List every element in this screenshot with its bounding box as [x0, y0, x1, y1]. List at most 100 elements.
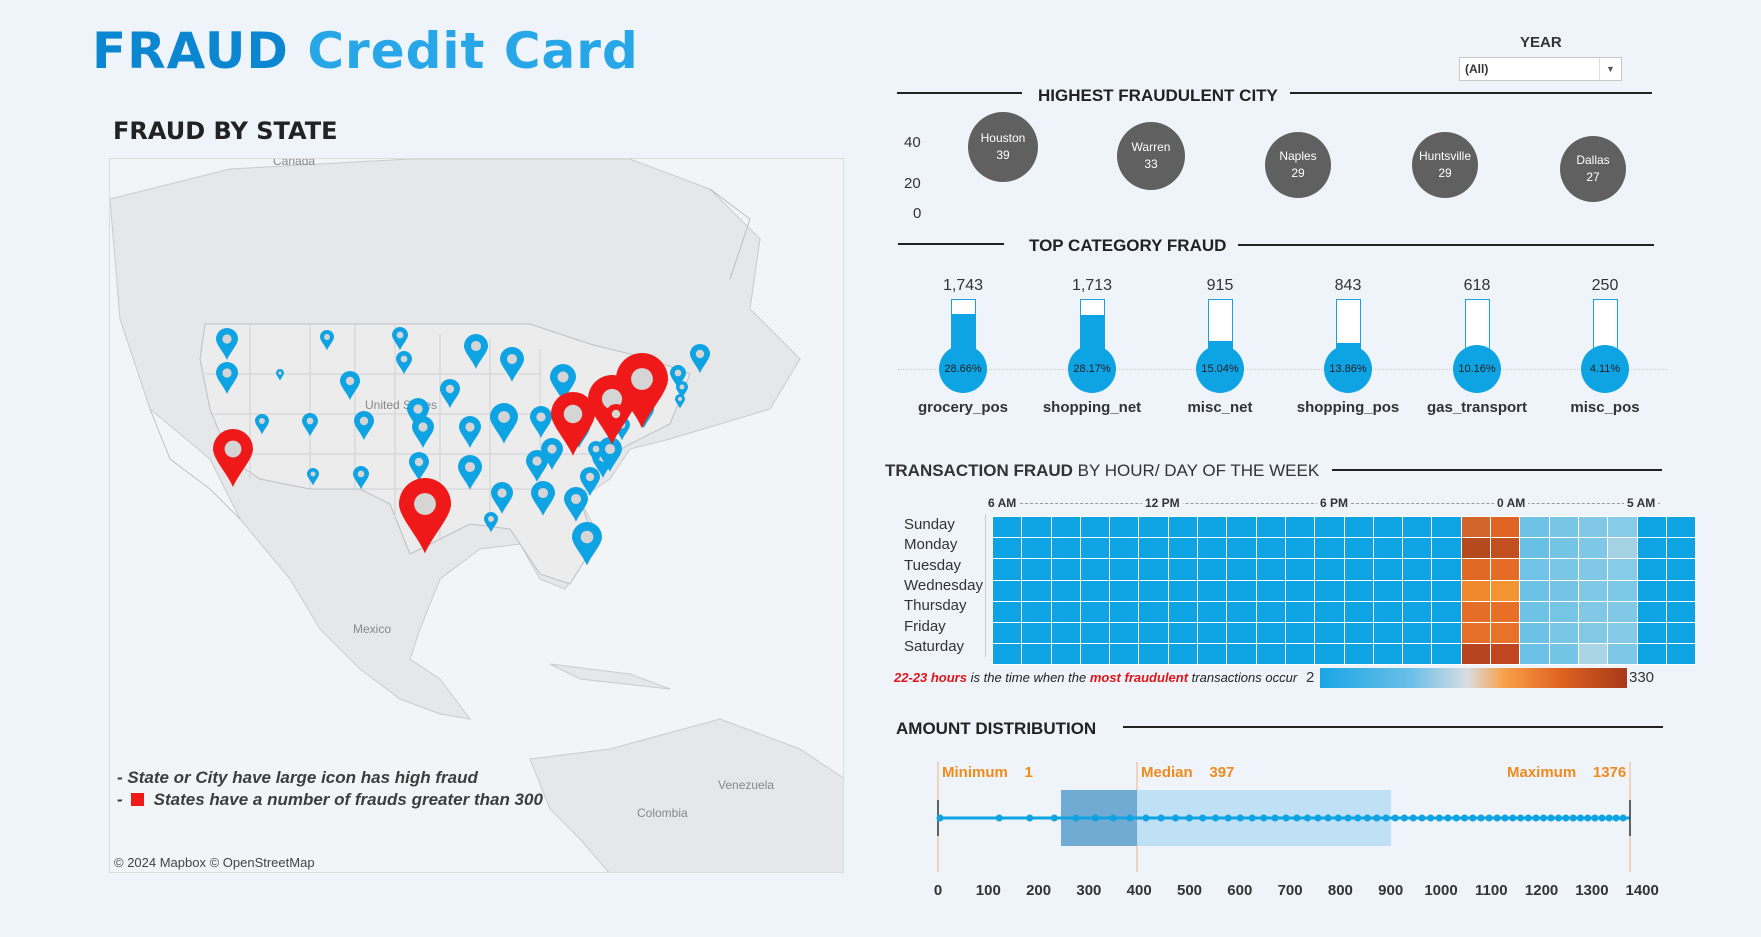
heatmap-cell[interactable]	[1637, 601, 1666, 622]
heatmap-cell[interactable]	[1403, 517, 1432, 538]
heatmap-cell[interactable]	[993, 517, 1022, 538]
fraud-marker-icon[interactable]	[690, 344, 710, 373]
heatmap-cell[interactable]	[1227, 538, 1256, 559]
heatmap-cell[interactable]	[1285, 622, 1315, 644]
heatmap-cell[interactable]	[1491, 580, 1520, 601]
heatmap-cell[interactable]	[1139, 622, 1168, 644]
heatmap-cell[interactable]	[993, 644, 1022, 665]
heatmap-cell[interactable]	[1578, 538, 1608, 559]
fraud-marker-icon[interactable]	[598, 437, 622, 472]
city-bubble[interactable]: Warren 33	[1117, 122, 1185, 190]
fraud-marker-icon[interactable]	[588, 441, 604, 465]
heatmap-cell[interactable]	[1256, 580, 1285, 601]
heatmap-cell[interactable]	[1491, 622, 1520, 644]
heatmap-cell[interactable]	[1344, 601, 1373, 622]
heatmap-cell[interactable]	[1315, 601, 1344, 622]
heatmap-cell[interactable]	[1403, 601, 1432, 622]
high-fraud-marker-icon[interactable]	[551, 392, 595, 456]
heatmap-cell[interactable]	[1403, 644, 1432, 665]
heatmap-cell[interactable]	[1344, 580, 1373, 601]
heatmap-cell[interactable]	[1461, 517, 1491, 538]
chevron-down-icon[interactable]: ▼	[1599, 58, 1621, 80]
fraud-marker-icon[interactable]	[564, 487, 588, 522]
heatmap-cell[interactable]	[1315, 559, 1344, 580]
heatmap-cell[interactable]	[1549, 622, 1578, 644]
fraud-map[interactable]: Canada United States Mexico Venezuela Co…	[109, 158, 844, 873]
fraud-marker-icon[interactable]	[255, 414, 269, 435]
heatmap-cell[interactable]	[1227, 559, 1256, 580]
heatmap-cell[interactable]	[1168, 644, 1198, 665]
heatmap-cell[interactable]	[1080, 538, 1110, 559]
heatmap-cell[interactable]	[1432, 644, 1461, 665]
heatmap-cell[interactable]	[1227, 622, 1256, 644]
heatmap-cell[interactable]	[1520, 644, 1549, 665]
heatmap-cell[interactable]	[1637, 517, 1666, 538]
heatmap-cell[interactable]	[1578, 580, 1608, 601]
fraud-marker-icon[interactable]	[531, 481, 555, 516]
heatmap-cell[interactable]	[1432, 601, 1461, 622]
heatmap-cell[interactable]	[1256, 517, 1285, 538]
fraud-marker-icon[interactable]	[354, 411, 374, 440]
heatmap-cell[interactable]	[1198, 538, 1227, 559]
heatmap-cell[interactable]	[1256, 622, 1285, 644]
year-filter-dropdown[interactable]: (All) ▼	[1459, 57, 1622, 81]
fraud-marker-icon[interactable]	[464, 334, 488, 369]
heatmap-cell[interactable]	[1022, 622, 1051, 644]
heatmap-cell[interactable]	[1168, 601, 1198, 622]
heatmap-cell[interactable]	[1227, 601, 1256, 622]
city-bubble[interactable]: Houston 39	[968, 112, 1038, 182]
fraud-marker-icon[interactable]	[392, 327, 408, 351]
fraud-marker-icon[interactable]	[580, 467, 600, 496]
heatmap-cell[interactable]	[1022, 559, 1051, 580]
heatmap-cell[interactable]	[1168, 622, 1198, 644]
heatmap-cell[interactable]	[1285, 601, 1315, 622]
heatmap-cell[interactable]	[1608, 601, 1637, 622]
high-fraud-marker-icon[interactable]	[616, 353, 668, 429]
heatmap-cell[interactable]	[1285, 580, 1315, 601]
heatmap-cell[interactable]	[1520, 559, 1549, 580]
fraud-marker-icon[interactable]	[572, 522, 602, 566]
heatmap-cell[interactable]	[1461, 559, 1491, 580]
heatmap-grid[interactable]	[992, 516, 1697, 666]
heatmap-cell[interactable]	[1168, 559, 1198, 580]
heatmap-cell[interactable]	[1344, 538, 1373, 559]
heatmap-cell[interactable]	[1666, 538, 1696, 559]
heatmap-cell[interactable]	[1666, 559, 1696, 580]
heatmap-cell[interactable]	[1637, 559, 1666, 580]
heatmap-cell[interactable]	[1168, 517, 1198, 538]
heatmap-cell[interactable]	[1344, 622, 1373, 644]
thermometer-bulb[interactable]: 10.16%	[1453, 345, 1501, 393]
heatmap-cell[interactable]	[1022, 538, 1051, 559]
heatmap-cell[interactable]	[1373, 580, 1403, 601]
heatmap-cell[interactable]	[993, 601, 1022, 622]
fraud-marker-icon[interactable]	[412, 416, 434, 448]
heatmap-cell[interactable]	[1315, 622, 1344, 644]
heatmap-cell[interactable]	[1080, 601, 1110, 622]
high-fraud-marker-icon[interactable]	[213, 429, 253, 487]
heatmap-cell[interactable]	[1315, 580, 1344, 601]
heatmap-cell[interactable]	[1578, 622, 1608, 644]
heatmap-cell[interactable]	[1637, 644, 1666, 665]
heatmap-cell[interactable]	[1403, 538, 1432, 559]
heatmap-cell[interactable]	[1139, 517, 1168, 538]
heatmap-cell[interactable]	[1578, 601, 1608, 622]
heatmap-cell[interactable]	[1578, 644, 1608, 665]
heatmap-cell[interactable]	[993, 622, 1022, 644]
fraud-marker-icon[interactable]	[490, 403, 518, 444]
fraud-marker-icon[interactable]	[276, 369, 284, 381]
heatmap-cell[interactable]	[1461, 601, 1491, 622]
heatmap-cell[interactable]	[1461, 580, 1491, 601]
heatmap-cell[interactable]	[1608, 517, 1637, 538]
heatmap-cell[interactable]	[1637, 622, 1666, 644]
fraud-marker-icon[interactable]	[670, 365, 686, 389]
heatmap-cell[interactable]	[1051, 580, 1080, 601]
fraud-marker-icon[interactable]	[676, 381, 688, 399]
heatmap-cell[interactable]	[1373, 601, 1403, 622]
city-bubble[interactable]: Huntsville 29	[1412, 132, 1478, 198]
heatmap-cell[interactable]	[1139, 601, 1168, 622]
heatmap-cell[interactable]	[1315, 517, 1344, 538]
heatmap-cell[interactable]	[1549, 580, 1578, 601]
heatmap-cell[interactable]	[1256, 601, 1285, 622]
heatmap-cell[interactable]	[1373, 517, 1403, 538]
heatmap-cell[interactable]	[1666, 517, 1696, 538]
